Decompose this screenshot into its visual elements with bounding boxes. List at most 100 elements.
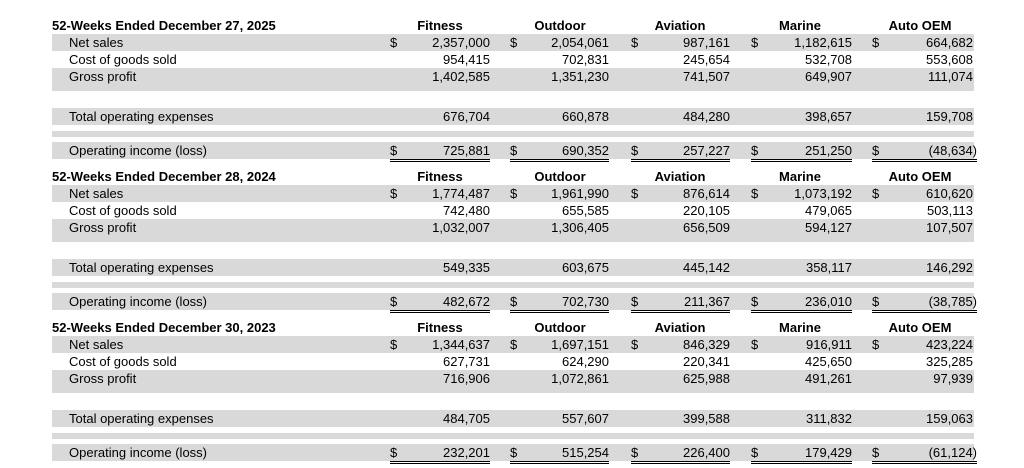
column-header-fitness: Fitness (417, 320, 463, 335)
cogs-value: 655,585 (512, 202, 609, 220)
gross-profit-value: 491,261 (805, 371, 852, 386)
opex-value: 159,063 (926, 411, 973, 426)
currency-symbol: $ (751, 444, 763, 464)
column-header-outdoor: Outdoor (534, 169, 586, 184)
currency-symbol: $ (390, 293, 402, 313)
net-sales-value: 664,682 (926, 35, 973, 50)
column-header-fitness: Fitness (417, 169, 463, 184)
column-header-fitness: Fitness (417, 18, 463, 33)
column-header-outdoor: Outdoor (534, 18, 586, 33)
net-sales-value: 610,620 (926, 186, 973, 201)
net-sales-value: 987,161 (683, 35, 730, 50)
cogs-value: 742,480 (392, 202, 490, 220)
op-income-row: Operating income (loss) $232,201 $515,254 $… (52, 444, 977, 464)
op-income-value: 179,429 (763, 444, 852, 464)
period-header-row: 52-Weeks Ended December 27, 2025 Fitness O… (52, 17, 974, 34)
period-title: 52-Weeks Ended December 27, 2025 (52, 18, 276, 33)
column-header-aviation: Aviation (654, 320, 706, 335)
op-income-value: 257,227 (643, 142, 730, 162)
currency-symbol: $ (872, 293, 884, 313)
op-income-label: Operating income (loss) (69, 445, 207, 460)
net-sales-label: Net sales (69, 337, 124, 352)
currency-symbol: $ (390, 142, 402, 162)
opex-value: 399,588 (683, 411, 730, 426)
cogs-value: 245,654 (633, 51, 730, 69)
currency-symbol: $ (751, 186, 759, 201)
opex-value: 484,705 (443, 411, 490, 426)
cogs-row: Cost of goods sold 742,480 655,585 220,105 4… (52, 202, 974, 220)
cogs-value: 624,290 (512, 353, 609, 371)
currency-symbol: $ (390, 337, 398, 352)
period-title: 52-Weeks Ended December 30, 2023 (52, 320, 276, 335)
cogs-value: 325,285 (874, 353, 973, 371)
gross-profit-value: 1,402,585 (432, 69, 490, 84)
op-income-value: 702,730 (522, 293, 609, 313)
currency-symbol: $ (390, 186, 398, 201)
opex-value: 557,607 (562, 411, 609, 426)
op-income-row: Operating income (loss) $725,881 $690,352 $… (52, 142, 977, 162)
period-header-row: 52-Weeks Ended December 30, 2023 Fitness O… (52, 319, 974, 336)
op-income-value: (38,785) (884, 293, 977, 313)
spacer-row (52, 131, 974, 137)
opex-value: 146,292 (926, 260, 973, 275)
cogs-label: Cost of goods sold (69, 354, 177, 369)
gross-profit-label: Gross profit (69, 371, 137, 386)
currency-symbol: $ (872, 35, 880, 50)
currency-symbol: $ (510, 186, 518, 201)
currency-symbol: $ (751, 337, 759, 352)
gross-profit-value: 97,939 (933, 371, 973, 386)
net-sales-value: 1,073,192 (794, 186, 852, 201)
currency-symbol: $ (751, 293, 763, 313)
op-income-label: Operating income (loss) (69, 294, 207, 309)
currency-symbol: $ (510, 293, 522, 313)
net-sales-value: 1,344,637 (432, 337, 490, 352)
gross-profit-value: 111,074 (927, 69, 973, 84)
opex-row: Total operating expenses 484,705 557,607 39… (52, 410, 974, 427)
gross-profit-value: 594,127 (805, 220, 852, 235)
currency-symbol: $ (390, 35, 398, 50)
gross-profit-value: 716,906 (443, 371, 490, 386)
net-sales-value: 423,224 (926, 337, 973, 352)
gross-profit-value: 1,032,007 (432, 220, 490, 235)
net-sales-row: Net sales $1,344,637 $1,697,151 $846,329 $91… (52, 336, 974, 353)
net-sales-value: 1,182,615 (794, 35, 852, 50)
net-sales-value: 1,961,990 (551, 186, 609, 201)
net-sales-value: 1,697,151 (551, 337, 609, 352)
column-header-outdoor: Outdoor (534, 320, 586, 335)
op-income-value: (61,124) (884, 444, 977, 464)
opex-value: 398,657 (805, 109, 852, 124)
opex-value: 311,832 (805, 411, 852, 426)
column-header-aviation: Aviation (654, 18, 706, 33)
currency-symbol: $ (510, 337, 518, 352)
period-header-row: 52-Weeks Ended December 28, 2024 Fitness O… (52, 168, 974, 185)
spacer-row (52, 282, 974, 288)
column-header-auto-oem: Auto OEM (888, 169, 952, 184)
currency-symbol: $ (751, 35, 759, 50)
currency-symbol: $ (631, 337, 639, 352)
cogs-value: 954,415 (392, 51, 490, 69)
opex-value: 484,280 (683, 109, 730, 124)
op-income-value: (48,634) (884, 142, 977, 162)
spacer-row (52, 85, 974, 91)
cogs-value: 627,731 (392, 353, 490, 371)
opex-value: 549,335 (443, 260, 490, 275)
net-sales-row: Net sales $1,774,487 $1,961,990 $876,614 $1,… (52, 185, 974, 202)
opex-row: Total operating expenses 549,335 603,675 44… (52, 259, 974, 276)
net-sales-row: Net sales $2,357,000 $2,054,061 $987,161 $1,… (52, 34, 974, 51)
op-income-value: 211,367 (643, 293, 730, 313)
opex-value: 676,704 (443, 109, 490, 124)
currency-symbol: $ (872, 142, 884, 162)
cogs-label: Cost of goods sold (69, 52, 177, 67)
spacer-row (52, 387, 974, 393)
column-header-marine: Marine (779, 18, 821, 33)
op-income-value: 251,250 (763, 142, 852, 162)
currency-symbol: $ (631, 142, 643, 162)
cogs-value: 702,831 (512, 51, 609, 69)
gross-profit-value: 1,351,230 (551, 69, 609, 84)
opex-value: 660,878 (562, 109, 609, 124)
opex-label: Total operating expenses (69, 411, 214, 426)
opex-row: Total operating expenses 676,704 660,878 48… (52, 108, 974, 125)
op-income-label: Operating income (loss) (69, 143, 207, 158)
gross-profit-value: 649,907 (805, 69, 852, 84)
column-header-marine: Marine (779, 320, 821, 335)
